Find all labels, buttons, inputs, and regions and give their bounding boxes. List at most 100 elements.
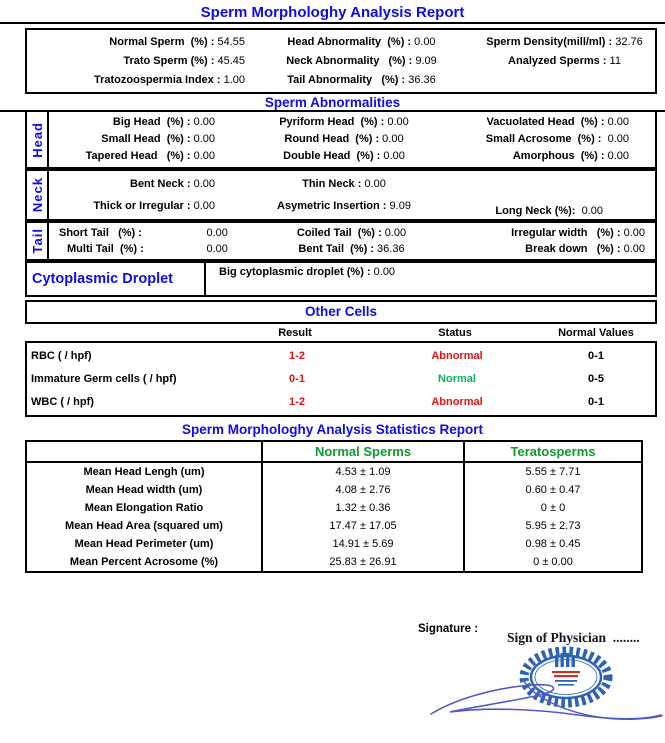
field-value: 0.00 <box>193 116 215 128</box>
stat-terato: 5.95 ± 2.73 <box>463 517 641 535</box>
field-label: Thick or Irregular : <box>93 200 194 212</box>
field-value: 0.00 <box>387 116 409 128</box>
stat-normal: 4.08 ± 2.76 <box>261 481 463 499</box>
field-label: Irregular width (%) : <box>511 227 624 239</box>
field-label: Coiled Tail (%) : <box>296 227 385 239</box>
row-name: RBC ( / hpf) <box>31 350 92 362</box>
field-value: 11 <box>609 55 621 67</box>
summary-field: Sperm Density(mill/ml) : 32.76 <box>474 33 655 52</box>
row-result: 1-2 <box>289 350 305 362</box>
column-header-result: Result <box>278 327 312 339</box>
field-value: 45.45 <box>217 55 245 67</box>
field-value: 36.36 <box>408 74 436 86</box>
abn-field: Vacuolated Head (%) : 0.00 <box>469 114 655 131</box>
field-value: 0.00 <box>373 266 396 278</box>
abn-field: Tapered Head (%) : 0.00 <box>49 148 219 165</box>
field-value: 1.00 <box>223 74 245 86</box>
statistics-header-row: Normal Sperms Teratosperms <box>27 442 641 463</box>
field-label: Double Head (%) : <box>283 150 384 162</box>
abn-field: Small Acrosome (%) : 0.00 <box>469 131 655 148</box>
abn-field: Double Head (%) : 0.00 <box>219 148 469 165</box>
abn-field: Irregular width (%) : 0.00 <box>469 225 655 241</box>
field-label: Short Tail (%) : <box>59 227 145 239</box>
abn-field: Big Head (%) : 0.00 <box>49 114 219 131</box>
table-row: Mean Head width (um) 4.08 ± 2.76 0.60 ± … <box>27 481 641 499</box>
field-value: 0.00 <box>607 116 629 128</box>
report-title: Sperm Morphologhy Analysis Report <box>0 0 665 24</box>
field-value: 0.00 <box>384 227 407 239</box>
field-label: Tratozoospermia Index : <box>93 74 224 86</box>
abn-field: Asymetric Insertion : 9.09 <box>219 195 469 217</box>
abn-field: Amorphous (%) : 0.00 <box>469 148 655 165</box>
other-cells-title: Other Cells <box>25 300 657 324</box>
row-normal-value: 0-1 <box>588 350 604 362</box>
summary-field: Trato Sperm (%) : 45.45 <box>27 52 249 71</box>
field-value: 0.00 <box>414 36 436 48</box>
field-label: Head Abnormality (%) : <box>287 36 415 48</box>
row-status: Abnormal <box>431 396 483 408</box>
column-header-status: Status <box>438 327 472 339</box>
stat-terato: 0.60 ± 0.47 <box>463 481 641 499</box>
summary-field: Normal Sperm (%) : 54.55 <box>27 33 249 52</box>
abn-field <box>469 173 655 195</box>
abn-field: Bent Tail (%) : 36.36 <box>234 241 469 257</box>
abn-field: Pyriform Head (%) : 0.00 <box>219 114 469 131</box>
head-abnormalities-section: Head Big Head (%) : 0.00 Pyriform Head (… <box>25 112 657 169</box>
field-label: Analyzed Sperms : <box>508 55 610 67</box>
field-label: Asymetric Insertion : <box>277 200 390 212</box>
summary-field: Tail Abnormality (%) : 36.36 <box>249 71 474 90</box>
sign-of-physician-label: Sign of Physician ........ <box>507 630 640 645</box>
tail-abnormalities-section: Tail Short Tail (%) : 0.00 Coiled Tail (… <box>25 221 657 261</box>
field-value: 32.76 <box>615 36 643 48</box>
stat-terato: 0 ± 0 <box>463 499 641 517</box>
row-status: Abnormal <box>431 350 483 362</box>
stat-label: Mean Percent Acrosome (%) <box>69 556 219 568</box>
signature-scribble <box>430 680 663 720</box>
field-value: 0.00 <box>364 178 386 190</box>
field-value: 0.00 <box>193 200 215 212</box>
stat-normal: 25.83 ± 26.91 <box>261 553 463 571</box>
field-label: Normal Sperm (%) : <box>109 36 218 48</box>
field-label: Trato Sperm (%) : <box>123 55 218 67</box>
stat-normal: 4.53 ± 1.09 <box>261 463 463 481</box>
row-normal-value: 0-5 <box>588 373 604 385</box>
summary-field <box>474 71 655 90</box>
field-label: Multi Tail (%) : <box>67 243 147 255</box>
stat-normal: 14.91 ± 5.69 <box>261 535 463 553</box>
abn-field: Coiled Tail (%) : 0.00 <box>234 225 469 241</box>
table-row: Mean Percent Acrosome (%) 25.83 ± 26.91 … <box>27 553 641 571</box>
stat-normal: 1.32 ± 0.36 <box>261 499 463 517</box>
field-value: 0.00 <box>193 178 215 190</box>
statistics-title: Sperm Morphologhy Analysis Statistics Re… <box>181 422 484 437</box>
field-value: 54.55 <box>217 36 245 48</box>
other-cells-table: RBC ( / hpf) 1-2 Abnormal 0-1 Immature G… <box>25 341 657 417</box>
abn-field: Long Neck (%): 0.00 <box>469 200 655 222</box>
summary-box: Normal Sperm (%) : 54.55 Head Abnormalit… <box>25 28 657 94</box>
field-label: Sperm Density(mill/ml) : <box>486 36 616 48</box>
field-label: Long Neck (%): <box>495 205 582 217</box>
neck-section-label: Neck <box>29 177 45 213</box>
field-value: 0.00 <box>193 150 215 162</box>
row-name: Immature Germ cells ( / hpf) <box>31 373 177 385</box>
physician-stamp-icon <box>519 646 613 708</box>
abn-field: Thick or Irregular : 0.00 <box>49 195 219 217</box>
summary-field: Neck Abnormality (%) : 9.09 <box>249 52 474 71</box>
field-label: Tapered Head (%) : <box>85 150 194 162</box>
summary-field: Head Abnormality (%) : 0.00 <box>249 33 474 52</box>
field-value: 0.00 <box>383 150 405 162</box>
stat-terato: 0 ± 0.00 <box>463 553 641 571</box>
field-label: Neck Abnormality (%) : <box>286 55 416 67</box>
field-value: 0.00 <box>623 227 645 239</box>
field-label: Amorphous (%) : <box>512 150 608 162</box>
stat-normal: 17.47 ± 17.05 <box>261 517 463 535</box>
field-label: Big cytoplasmic droplet (%) : <box>219 266 374 278</box>
field-value: 0.00 <box>623 243 645 255</box>
column-header-normal-values: Normal Values <box>558 327 634 339</box>
field-value: 0.00 <box>206 243 234 255</box>
field-value: 0.00 <box>206 227 234 239</box>
signature-area: Signature : Sign of Physician ........ <box>0 573 665 743</box>
field-label: Small Acrosome (%) : <box>485 133 608 145</box>
signature-label: Signature : <box>418 623 479 635</box>
field-label: Bent Tail (%) : <box>298 243 378 255</box>
abn-field: Multi Tail (%) : 0.00 <box>49 241 234 257</box>
